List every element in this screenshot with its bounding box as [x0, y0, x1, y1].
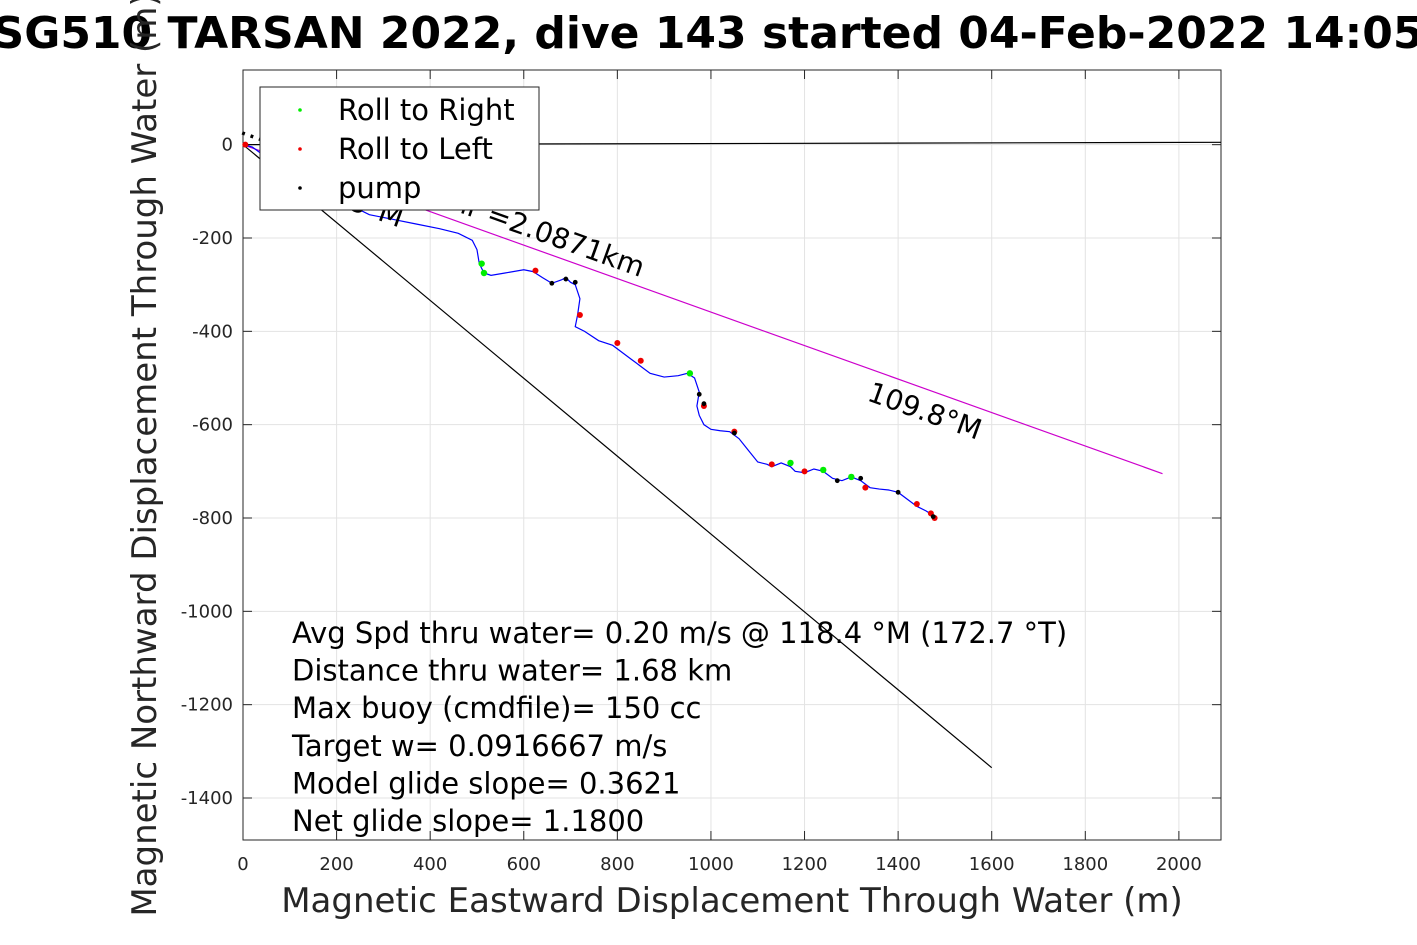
dive-path: [242, 144, 934, 517]
legend-marker: [298, 147, 302, 151]
y-tick-label: -1400: [181, 788, 233, 809]
pump-marker: [572, 279, 578, 285]
chart-title: SG510 TARSAN 2022, dive 143 started 04-F…: [0, 8, 1417, 59]
roll-left-marker: [576, 312, 583, 318]
y-tick-label: -1000: [181, 601, 233, 622]
x-tick-label: 1000: [688, 854, 734, 875]
roll-left-marker: [801, 468, 808, 475]
legend-label: Roll to Right: [338, 93, 515, 127]
legend-marker: [298, 186, 302, 190]
stats-text: Avg Spd thru water= 0.20 m/s @ 118.4 °M …: [291, 616, 1067, 838]
stats-line: Net glide slope= 1.1800: [292, 804, 644, 838]
roll-left-marker: [532, 267, 539, 274]
roll-left-marker: [862, 484, 869, 491]
x-tick-label: 1600: [969, 854, 1015, 875]
legend: Roll to Right Roll to Left pump: [259, 86, 540, 211]
legend-marker: [298, 108, 302, 112]
roll-left-marker: [913, 501, 920, 507]
y-tick-label: -600: [192, 415, 233, 436]
x-tick-labels: 0 200 400 600 800 1000 1200 1400 1600 1800 2000: [237, 854, 1202, 875]
dive-track-line: [242, 144, 934, 517]
roll-left-marker: [614, 340, 621, 346]
roll-left-marker: [768, 461, 775, 468]
pump-marker: [696, 391, 702, 397]
roll-right-marker: [480, 269, 488, 277]
plot-area-frame: [242, 69, 1222, 841]
x-tick-label: 400: [413, 854, 447, 875]
pump-marker: [701, 401, 707, 407]
stats-line: Target w= 0.0916667 m/s: [291, 729, 667, 763]
roll-right-marker: [820, 466, 827, 474]
y-tick-label: 0: [222, 135, 233, 156]
legend-box: [259, 86, 540, 211]
x-tick-label: 0: [237, 854, 248, 875]
x-tick-label: 2000: [1156, 854, 1202, 875]
x-tick-label: 200: [319, 854, 353, 875]
pump-marker: [834, 478, 840, 484]
roll-left-marker: [637, 357, 644, 364]
roll-right-marker: [848, 473, 855, 481]
roll-left-marker: [242, 141, 249, 148]
x-axis-label: Magnetic Eastward Displacement Through W…: [281, 881, 1183, 921]
x-tick-label: 1400: [875, 854, 921, 875]
y-tick-label: -1200: [181, 695, 233, 716]
reference-line: [242, 144, 993, 769]
x-tick-label: 1200: [782, 854, 828, 875]
legend-label: Roll to Left: [338, 132, 493, 166]
stats-line: Max buoy (cmdfile)= 150 cc: [292, 691, 701, 725]
pump-marker: [731, 430, 737, 436]
pump-marker: [858, 475, 864, 481]
markers: [242, 141, 938, 521]
pump-marker: [895, 489, 901, 495]
stats-line: Distance thru water= 1.68 km: [292, 654, 732, 688]
roll-right-marker: [686, 370, 694, 377]
line-annotation: 109.8°M: [863, 376, 986, 447]
roll-right-marker: [478, 260, 485, 267]
x-tick-label: 800: [600, 854, 634, 875]
pump-marker: [563, 276, 569, 282]
stats-line: Model glide slope= 0.3621: [292, 766, 680, 800]
y-tick-label: -200: [192, 228, 233, 249]
pump-marker: [549, 280, 555, 286]
grid-layer: [242, 70, 1221, 840]
roll-right-marker: [787, 459, 794, 467]
stats-line: Avg Spd thru water= 0.20 m/s @ 118.4 °M …: [292, 616, 1067, 650]
legend-label: pump: [338, 171, 421, 205]
y-tick-label: -400: [192, 321, 233, 342]
y-tick-label: -800: [192, 508, 233, 529]
y-tick-labels: 0 -200 -400 -600 -800 -1000 -1200 -1400: [181, 135, 233, 809]
x-tick-label: 600: [507, 854, 541, 875]
x-tick-label: 1800: [1062, 854, 1108, 875]
pump-marker: [930, 514, 936, 519]
y-axis-label: Magnetic Northward Displacement Through …: [125, 0, 165, 917]
